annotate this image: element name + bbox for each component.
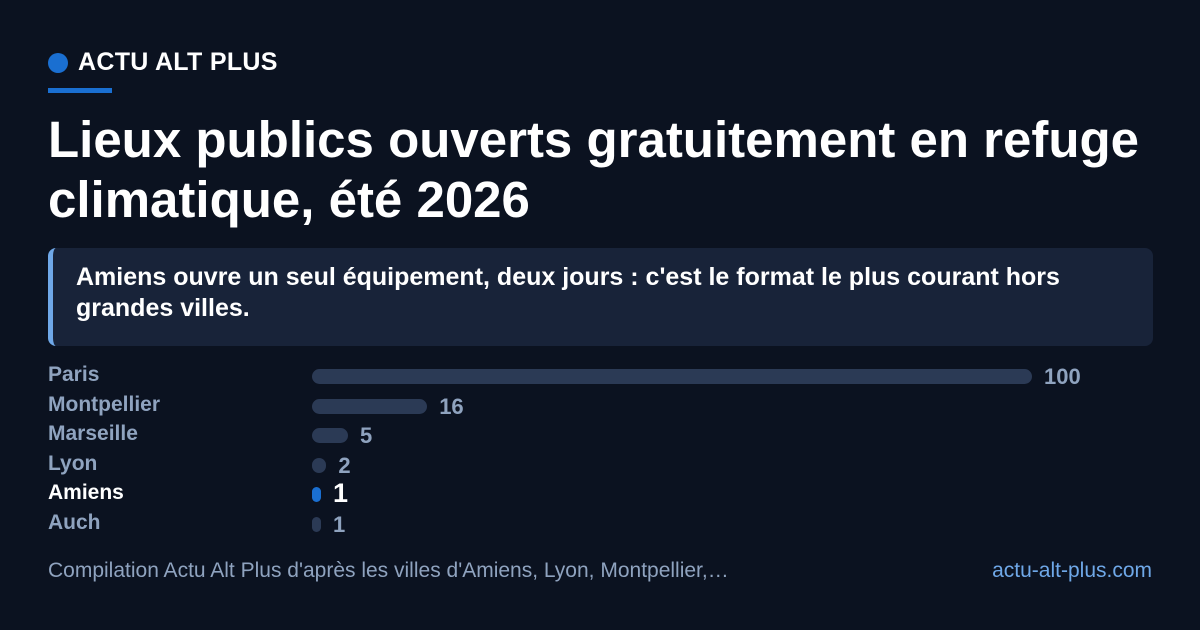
bar: [312, 369, 1032, 384]
bar-value-label: 100: [1044, 364, 1081, 389]
bar: [312, 398, 428, 414]
bar: [312, 517, 321, 532]
bar-label: Lyon: [48, 451, 98, 475]
brand-dot-icon: [48, 52, 68, 73]
bar-row: Paris 100: [48, 363, 1158, 393]
bar-row: Auch 1: [48, 511, 1158, 541]
bar-row: Lyon 2: [48, 452, 1158, 482]
bar-value-label: 16: [439, 393, 464, 419]
page-title: Lieux publics ouverts gratuitement en re…: [48, 111, 1140, 228]
bar-row: Montpellier 16: [48, 393, 1158, 423]
bar-row: Amiens 1: [48, 478, 1158, 511]
bar-row: Marseille 5: [48, 422, 1158, 452]
bar-value-label: 2: [338, 452, 351, 478]
site-link[interactable]: actu-alt-plus.com: [992, 559, 1152, 582]
callout-text: Amiens ouvre un seul équipement, deux jo…: [76, 263, 1060, 322]
brand-underline: [48, 88, 112, 93]
bar-label: Paris: [48, 363, 100, 386]
brand: ACTU ALT PLUS: [48, 48, 278, 77]
bar-value-label: 5: [360, 423, 373, 449]
bar: [312, 428, 348, 444]
bar: [312, 457, 327, 473]
bar-value-label: 1: [333, 512, 346, 537]
bar-label: Auch: [48, 511, 101, 534]
bar-label: Montpellier: [48, 392, 161, 416]
callout-box: Amiens ouvre un seul équipement, deux jo…: [48, 248, 1153, 346]
bar: [312, 487, 321, 503]
bar-value-label: 1: [333, 478, 349, 509]
source-note: Compilation Actu Alt Plus d'après les vi…: [48, 559, 729, 582]
bar-label: Marseille: [48, 422, 138, 446]
brand-name: ACTU ALT PLUS: [78, 48, 278, 76]
bar-label: Amiens: [48, 481, 124, 505]
